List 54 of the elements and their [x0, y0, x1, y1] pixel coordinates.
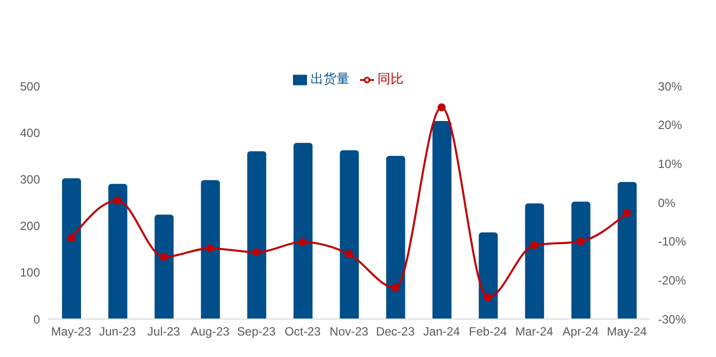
x-tick-label: Feb-24 — [468, 324, 508, 339]
x-tick-label: May-23 — [51, 324, 92, 339]
bar — [571, 202, 590, 319]
bar — [478, 232, 498, 319]
point — [530, 241, 538, 250]
x-tick-label: May-24 — [606, 324, 648, 339]
point — [438, 103, 446, 112]
y-tick-label: 200 — [20, 219, 40, 234]
point — [252, 248, 260, 256]
y2-tick-label: 0% — [658, 196, 676, 210]
x-tick-label: Jul-23 — [147, 324, 180, 339]
bar — [432, 120, 452, 319]
y2-tick-label: -20% — [658, 273, 686, 288]
x-tick-label: Sep-23 — [237, 324, 276, 339]
y-tick-label: 400 — [20, 126, 40, 140]
bar — [247, 151, 266, 319]
point — [113, 196, 122, 205]
point — [298, 238, 307, 246]
y-tick-label: 100 — [20, 266, 40, 280]
legend-label: 出货量 — [310, 71, 350, 86]
y2-tick-label: 20% — [658, 118, 682, 132]
point — [206, 244, 214, 252]
y2-tick-label: -30% — [658, 312, 686, 326]
x-tick-label: Oct-23 — [284, 324, 322, 339]
point — [391, 284, 400, 292]
bar — [340, 150, 359, 319]
x-tick-label: Mar-24 — [515, 324, 554, 339]
bar — [525, 203, 544, 319]
bar — [154, 214, 174, 319]
y-tick-label: 0 — [33, 312, 40, 326]
y2-tick-label: -10% — [658, 234, 686, 249]
bar — [62, 178, 81, 319]
y-tick-label: 300 — [20, 172, 40, 186]
x-tick-label: Nov-23 — [330, 324, 369, 339]
y2-tick-label: 10% — [658, 156, 682, 171]
legend-label: 同比 — [378, 71, 404, 86]
point — [67, 234, 76, 242]
point — [160, 252, 168, 261]
y2-tick-label: 30% — [658, 79, 682, 94]
point — [622, 208, 631, 217]
point — [484, 294, 492, 302]
point — [345, 250, 353, 258]
bar — [108, 184, 128, 319]
x-tick-label: Jan-24 — [423, 324, 460, 339]
bar — [386, 156, 406, 319]
bar — [294, 142, 313, 319]
x-tick-label: Aug-23 — [190, 324, 230, 339]
x-tick-label: Jun-23 — [99, 324, 136, 339]
bar — [200, 180, 220, 319]
x-tick-label: Apr-24 — [562, 324, 599, 339]
x-tick-label: Dec-23 — [376, 324, 415, 339]
point — [576, 237, 585, 246]
bar — [618, 182, 637, 319]
y-tick-label: 500 — [20, 79, 40, 94]
